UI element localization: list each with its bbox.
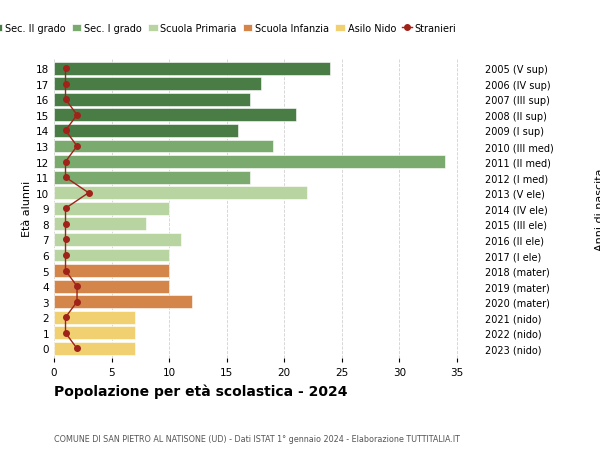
Bar — [54, 140, 273, 153]
Y-axis label: Anni di nascita: Anni di nascita — [595, 168, 600, 250]
Text: COMUNE DI SAN PIETRO AL NATISONE (UD) - Dati ISTAT 1° gennaio 2024 - Elaborazion: COMUNE DI SAN PIETRO AL NATISONE (UD) - … — [54, 434, 460, 442]
Bar — [54, 62, 331, 75]
Bar — [54, 156, 445, 168]
Bar — [54, 187, 307, 200]
Bar — [54, 234, 181, 246]
Bar — [54, 311, 134, 324]
Bar — [54, 327, 134, 340]
Bar — [54, 342, 134, 355]
Bar — [54, 249, 169, 262]
Bar — [54, 109, 296, 122]
Bar — [54, 296, 192, 308]
Bar — [54, 94, 250, 106]
Bar — [54, 171, 250, 184]
Bar — [54, 280, 169, 293]
Legend: Sec. II grado, Sec. I grado, Scuola Primaria, Scuola Infanzia, Asilo Nido, Stran: Sec. II grado, Sec. I grado, Scuola Prim… — [0, 20, 460, 38]
Bar — [54, 265, 169, 277]
Bar — [54, 218, 146, 231]
Bar — [54, 125, 238, 138]
Bar — [54, 202, 169, 215]
Text: Popolazione per età scolastica - 2024: Popolazione per età scolastica - 2024 — [54, 383, 347, 398]
Y-axis label: Età alunni: Età alunni — [22, 181, 32, 237]
Bar — [54, 78, 261, 91]
